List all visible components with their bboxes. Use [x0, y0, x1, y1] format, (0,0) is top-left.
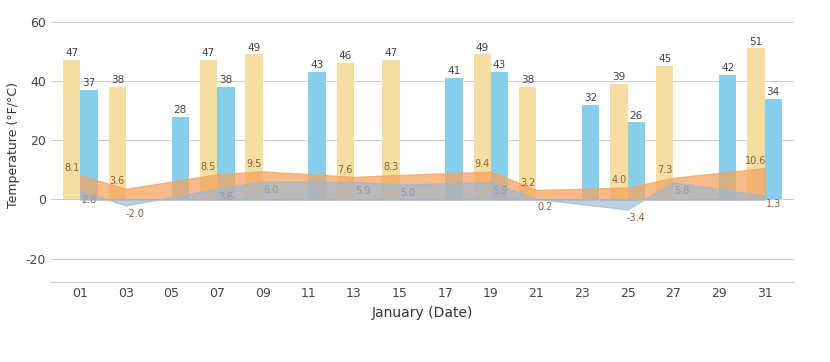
Text: 3.2: 3.2 [520, 178, 535, 188]
Text: 32: 32 [584, 93, 598, 103]
Text: 38: 38 [521, 75, 535, 85]
Bar [610, 84, 627, 199]
Bar [246, 54, 263, 199]
Text: 43: 43 [310, 60, 324, 70]
Bar [309, 72, 325, 199]
Text: 4.0: 4.0 [612, 175, 627, 185]
Text: 38: 38 [110, 75, 124, 85]
Text: 6.0: 6.0 [264, 185, 279, 195]
Text: 49: 49 [247, 43, 261, 52]
Text: 34: 34 [767, 87, 780, 97]
Bar [656, 66, 673, 199]
Text: 43: 43 [493, 60, 506, 70]
Text: -2.0: -2.0 [125, 209, 144, 219]
Bar [627, 122, 645, 199]
Bar [764, 99, 782, 199]
Text: 3.6: 3.6 [110, 176, 125, 186]
Text: 9.5: 9.5 [247, 159, 261, 169]
Bar [337, 63, 354, 199]
Bar [109, 87, 126, 199]
Text: 2.8: 2.8 [81, 195, 97, 205]
Text: 5.9: 5.9 [355, 185, 370, 195]
Text: 8.3: 8.3 [383, 163, 398, 172]
Bar [519, 87, 536, 199]
Text: 49: 49 [476, 43, 489, 52]
X-axis label: January (Date): January (Date) [372, 306, 473, 320]
Bar [172, 117, 189, 199]
Text: 45: 45 [658, 54, 671, 64]
Text: 37: 37 [82, 78, 95, 88]
Text: 7.6: 7.6 [338, 165, 353, 174]
Bar [63, 60, 81, 199]
Text: 9.4: 9.4 [475, 159, 490, 169]
Text: 51: 51 [749, 37, 763, 47]
Y-axis label: Temperature (°F/°C): Temperature (°F/°C) [7, 82, 20, 208]
Text: 8.1: 8.1 [64, 163, 80, 173]
Text: 39: 39 [613, 72, 626, 82]
Bar [217, 87, 235, 199]
Bar [474, 54, 491, 199]
Text: -3.4: -3.4 [627, 213, 646, 223]
Text: 47: 47 [65, 49, 78, 59]
Text: 38: 38 [219, 75, 232, 85]
Text: 41: 41 [447, 66, 461, 76]
Bar [491, 72, 508, 199]
Text: 26: 26 [630, 111, 643, 121]
Text: 3.6: 3.6 [218, 192, 233, 202]
Text: 42: 42 [721, 63, 735, 73]
Text: 5.0: 5.0 [401, 188, 416, 198]
Text: 10.6: 10.6 [745, 156, 767, 166]
Text: 28: 28 [173, 105, 187, 115]
Text: 1.3: 1.3 [765, 199, 781, 209]
Bar [719, 75, 736, 199]
Bar [445, 78, 462, 199]
Bar [200, 60, 217, 199]
Text: 5.8: 5.8 [674, 186, 690, 196]
Text: 46: 46 [339, 51, 352, 62]
Bar [383, 60, 399, 199]
Bar [81, 90, 98, 199]
Text: 47: 47 [202, 49, 215, 59]
Text: 7.3: 7.3 [657, 165, 672, 176]
Bar [582, 105, 599, 199]
Text: 47: 47 [384, 49, 398, 59]
Text: 5.9: 5.9 [492, 185, 507, 195]
Bar [747, 49, 764, 199]
Text: 0.2: 0.2 [538, 202, 553, 212]
Text: 8.5: 8.5 [201, 162, 217, 172]
